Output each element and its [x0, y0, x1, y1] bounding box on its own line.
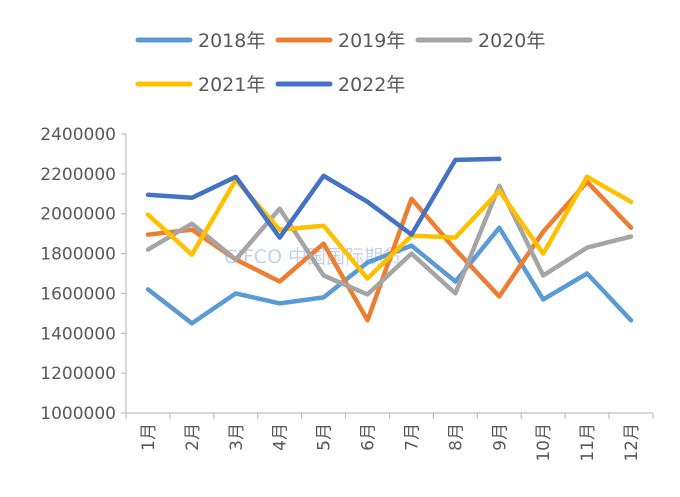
series-line-2021年: [145, 174, 634, 281]
x-tick-label: 8月: [446, 423, 466, 451]
series-line-2022年: [145, 156, 502, 240]
y-tick-label: 1600000: [40, 284, 116, 304]
legend-label: 2019年: [338, 30, 405, 52]
x-axis: 1月 2月 3月 4月 5月 6月 7月 8月 9月 10月 11月 12月: [125, 412, 654, 462]
x-tick-label: 9月: [490, 423, 510, 451]
y-tick-label: 1200000: [40, 364, 116, 384]
y-axis: 1000000 1200000 1400000 1600000 1800000 20000…: [40, 125, 127, 424]
x-tick-label: 2月: [183, 423, 203, 451]
x-tick-label: 4月: [271, 423, 291, 451]
y-tick-label: 1000000: [40, 404, 116, 424]
x-tick-label: 12月: [622, 423, 642, 462]
legend-item: 2020年: [415, 30, 545, 52]
y-tick-label: 2200000: [40, 165, 116, 185]
legend-item: 2018年: [135, 30, 265, 52]
y-tick-label: 2400000: [40, 125, 116, 145]
legend-item: 2019年: [275, 30, 405, 52]
legend-label: 2022年: [338, 74, 405, 96]
legend-item: 2022年: [275, 74, 405, 96]
x-tick-label: 10月: [534, 423, 554, 462]
series-lines: [145, 156, 634, 326]
y-tick-label: 1400000: [40, 324, 116, 344]
x-tick-label: 5月: [315, 423, 335, 451]
x-tick-label: 3月: [227, 423, 247, 451]
legend: 2018年 2019年 2020年 2021年 2022年: [135, 30, 545, 96]
x-tick-label: 6月: [359, 423, 379, 451]
x-tick-label: 1月: [139, 423, 159, 451]
series-line-2020年: [145, 183, 634, 297]
legend-item: 2021年: [135, 74, 265, 96]
x-tick-label: 11月: [578, 423, 598, 462]
legend-label: 2020年: [478, 30, 545, 52]
y-tick-label: 2000000: [40, 205, 116, 225]
x-tick-label: 7月: [402, 423, 422, 451]
y-tick-label: 1800000: [40, 245, 116, 265]
legend-label: 2021年: [198, 74, 265, 96]
legend-label: 2018年: [198, 30, 265, 52]
